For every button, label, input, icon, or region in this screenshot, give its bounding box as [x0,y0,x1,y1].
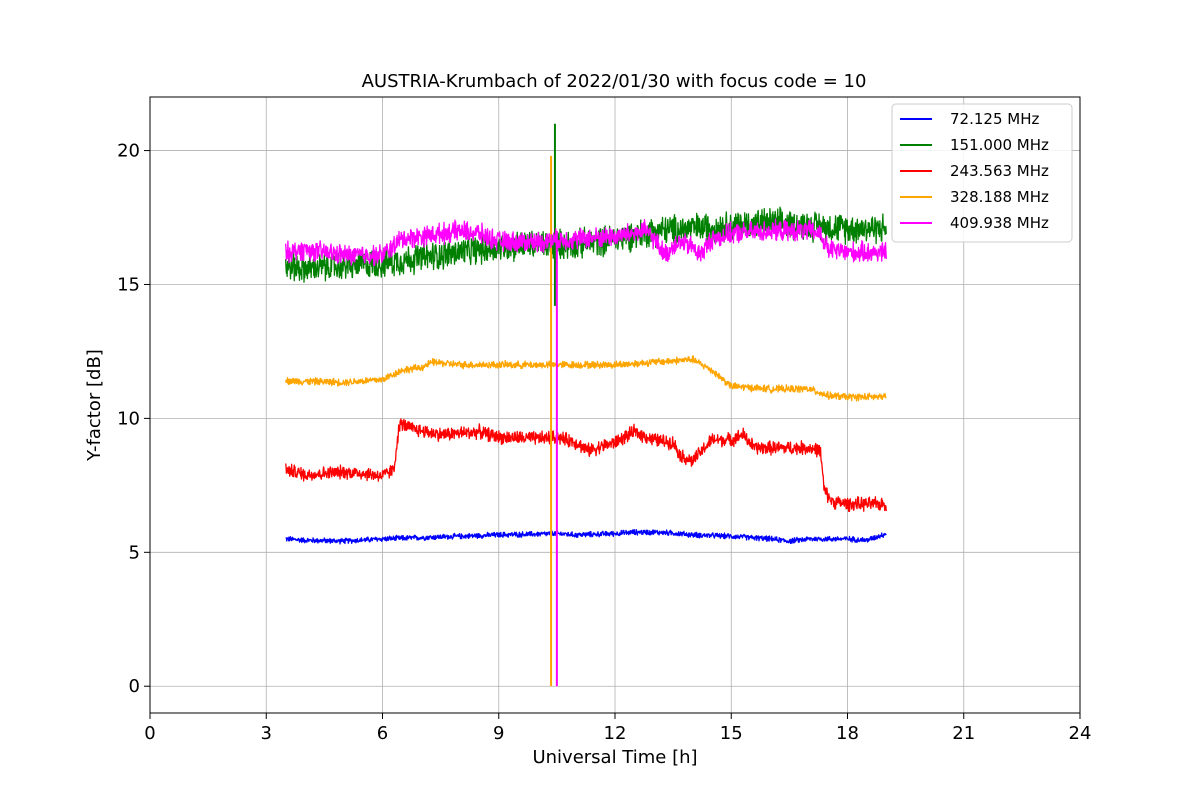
legend-label: 409.938 MHz [950,214,1049,232]
x-tick-label: 0 [144,723,155,744]
axis-ticks: 0 3 6 9 12 15 18 21 24 0 5 10 15 20 [117,141,1091,744]
x-axis-label: Universal Time [h] [532,747,697,768]
legend-label: 243.563 MHz [950,162,1049,180]
legend-label: 72.125 MHz [950,110,1039,128]
y-tick-label: 0 [129,676,140,697]
y-tick-label: 10 [117,408,140,429]
y-axis-label: Y-factor [dB] [84,349,105,462]
legend-item: 151.000 MHz [900,136,1049,154]
x-tick-label: 6 [377,723,388,744]
y-tick-label: 15 [117,274,140,295]
legend-item: 328.188 MHz [900,188,1049,206]
series-line [284,355,887,402]
legend: 72.125 MHz 151.000 MHz 243.563 MHz 328.188 … [891,103,1073,243]
x-tick-label: 3 [261,723,272,744]
series-243-563-mhz [284,418,887,513]
legend-label: 328.188 MHz [950,188,1049,206]
plot-series [284,123,887,687]
x-tick-label: 21 [952,723,975,744]
legend-item: 72.125 MHz [900,110,1039,128]
chart-title: AUSTRIA-Krumbach of 2022/01/30 with focu… [362,71,867,92]
y-tick-label: 5 [129,542,140,563]
x-tick-label: 18 [836,723,859,744]
series-line [284,418,887,513]
legend-item: 409.938 MHz [900,214,1049,232]
series-409-938-mhz [284,218,887,687]
legend-item: 243.563 MHz [900,162,1049,180]
legend-box [891,103,1073,243]
x-tick-label: 15 [720,723,743,744]
y-tick-label: 20 [117,141,140,162]
series-72-125-mhz [285,528,887,545]
series-line [284,218,887,267]
legend-label: 151.000 MHz [950,136,1049,154]
x-tick-label: 9 [493,723,504,744]
series-line [285,528,887,545]
x-tick-label: 12 [604,723,627,744]
x-tick-label: 24 [1069,723,1092,744]
